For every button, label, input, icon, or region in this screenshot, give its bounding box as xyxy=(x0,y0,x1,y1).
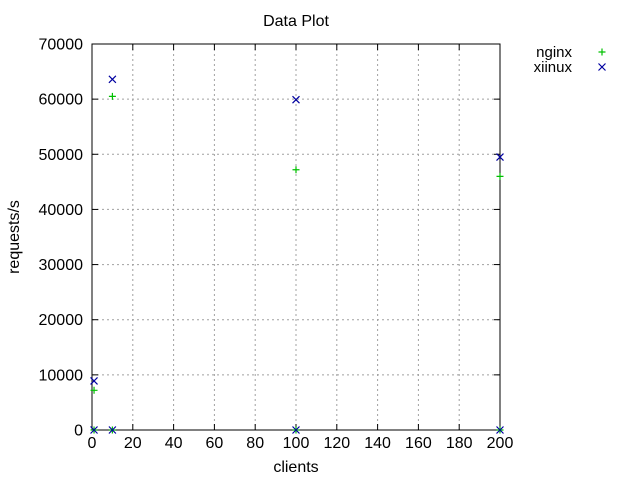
data-point xyxy=(496,172,504,180)
x-tick-label: 160 xyxy=(405,435,432,452)
legend-label: xiinux xyxy=(534,59,573,76)
y-tick-label: 50000 xyxy=(39,147,84,164)
y-tick-label: 20000 xyxy=(39,312,84,329)
x-tick-label: 60 xyxy=(206,435,224,452)
data-point xyxy=(292,166,300,174)
data-point xyxy=(90,376,98,385)
axis-ticks xyxy=(91,43,501,431)
data-point xyxy=(496,153,504,161)
series-nginx xyxy=(90,92,504,434)
data-point xyxy=(108,426,117,434)
x-tick-label: 100 xyxy=(283,435,310,452)
data-series xyxy=(90,75,504,434)
x-tick-label: 180 xyxy=(446,435,473,452)
data-point xyxy=(496,426,504,434)
x-tick-label: 140 xyxy=(364,435,391,452)
y-tick-label: 60000 xyxy=(39,92,84,109)
x-axis-title: clients xyxy=(273,459,318,476)
data-point xyxy=(292,95,300,104)
grid-lines xyxy=(92,44,500,430)
data-point xyxy=(292,426,300,434)
plot-frame xyxy=(91,43,501,431)
x-tick-label: 80 xyxy=(246,435,264,452)
legend-marker xyxy=(598,48,606,56)
x-tick-label: 40 xyxy=(165,435,183,452)
y-tick-label: 70000 xyxy=(39,37,84,54)
y-tick-label: 10000 xyxy=(39,367,84,384)
x-tick-label: 20 xyxy=(124,435,142,452)
x-tick-label: 120 xyxy=(323,435,350,452)
data-point xyxy=(90,386,98,394)
y-tick-labels: 0 10000 20000 30000 40000 50000 60000 70000 xyxy=(39,37,84,440)
chart-title: Data Plot xyxy=(263,13,329,30)
x-tick-label: 200 xyxy=(487,435,514,452)
data-point xyxy=(108,75,117,84)
y-axis-title: requests/s xyxy=(6,200,23,274)
series-xiinux xyxy=(90,75,504,434)
data-point xyxy=(108,92,116,100)
y-tick-label: 30000 xyxy=(39,257,84,274)
legend-marker xyxy=(598,63,606,71)
y-tick-label: 0 xyxy=(74,423,83,440)
y-tick-label: 40000 xyxy=(39,202,84,219)
data-point xyxy=(90,426,98,434)
x-tick-label: 0 xyxy=(88,435,97,452)
x-tick-labels: 0 20 40 60 80 100 120 140 160 180 200 xyxy=(88,435,514,452)
legend-label: nginx xyxy=(536,44,572,61)
